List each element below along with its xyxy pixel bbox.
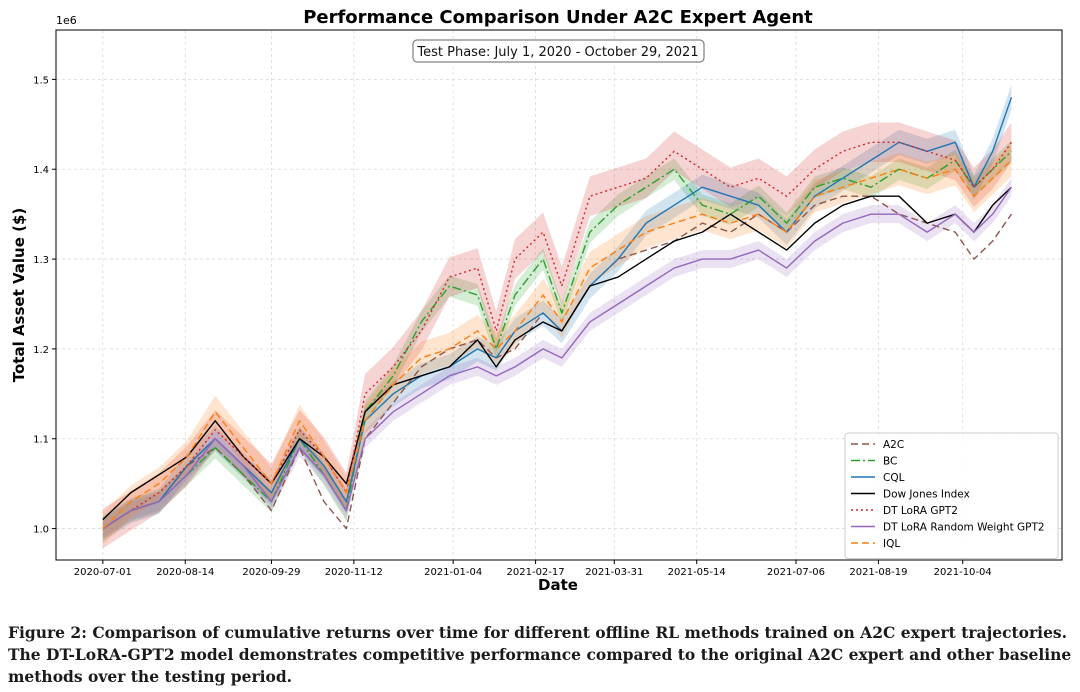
y-tick-label: 1.3 (33, 255, 49, 266)
caption-line-3: methods over the testing period. (8, 667, 293, 686)
x-axis-label: Date (538, 576, 578, 594)
legend-label: IQL (883, 538, 900, 550)
series-line (102, 159, 1012, 530)
series-lines (102, 97, 1013, 530)
x-tick-label: 2020-09-29 (242, 567, 300, 578)
series-line (102, 141, 1012, 530)
legend-label: DT LoRA GPT2 (883, 505, 958, 517)
x-tick-label: 2021-10-04 (934, 567, 992, 578)
x-tick-label: 2021-01-04 (424, 567, 482, 578)
series-line (102, 97, 1013, 530)
y-tick-label: 1.2 (33, 345, 49, 356)
y-tick-label: 1.0 (33, 525, 49, 536)
annotation-box (412, 39, 705, 63)
legend-box (844, 432, 1059, 559)
confidence-bands (102, 84, 1012, 549)
caption-line-1: Figure 2: Comparison of cumulative retur… (8, 623, 1068, 642)
series-line (102, 186, 1012, 521)
annotation-text: Test Phase: July 1, 2020 - October 29, 2… (416, 45, 698, 60)
legend-label: A2C (883, 439, 904, 451)
x-tick-label: 2021-05-14 (668, 567, 726, 578)
confidence-band (102, 144, 1012, 545)
y-axis-label: Total Asset Value ($) (10, 208, 28, 383)
plot-frame (55, 29, 1063, 561)
legend-label: CQL (883, 472, 905, 484)
confidence-band (102, 178, 1012, 538)
legend-label: DT LoRA Random Weight GPT2 (883, 522, 1045, 534)
legend-label: BC (883, 456, 897, 468)
chart-title: Performance Comparison Under A2C Expert … (303, 7, 813, 28)
x-tick-label: 2021-07-06 (767, 567, 825, 578)
confidence-band (102, 122, 1012, 549)
y-tick-label: 1.4 (33, 165, 49, 176)
series-line (102, 150, 1012, 530)
x-tick-label: 2020-11-12 (325, 567, 383, 578)
x-tick-label: 2021-02-17 (507, 567, 565, 578)
y-tick-label: 1.5 (33, 75, 49, 86)
x-tick-label: 2020-07-01 (74, 567, 132, 578)
legend-label: Dow Jones Index (883, 489, 970, 501)
x-tick-label: 2020-08-14 (156, 567, 214, 578)
y-multiplier-label: 1e6 (56, 14, 77, 27)
grid (56, 30, 1062, 560)
series-line (102, 186, 1012, 530)
y-tick-label: 1.1 (33, 435, 49, 446)
test-phase-annotation: Test Phase: July 1, 2020 - October 29, 2… (412, 39, 705, 63)
figure-caption: Figure 2: Comparison of cumulative retur… (8, 622, 1074, 688)
x-axis: 2020-07-01 2020-08-14 2020-09-29 2020-11-12… (74, 560, 992, 578)
y-axis: 1.0 1.1 1.2 1.3 1.4 1.5 (33, 75, 56, 536)
legend: A2C BC CQL Dow Jones Index DT LoRA GPT2 DT Lo… (844, 432, 1059, 559)
x-tick-label: 2021-03-31 (585, 567, 643, 578)
performance-chart: Performance Comparison Under A2C Expert … (10, 7, 1063, 594)
caption-line-2: The DT-LoRA-GPT2 model demonstrates comp… (8, 645, 1072, 664)
x-tick-label: 2021-08-19 (849, 567, 907, 578)
confidence-band (102, 140, 1012, 540)
